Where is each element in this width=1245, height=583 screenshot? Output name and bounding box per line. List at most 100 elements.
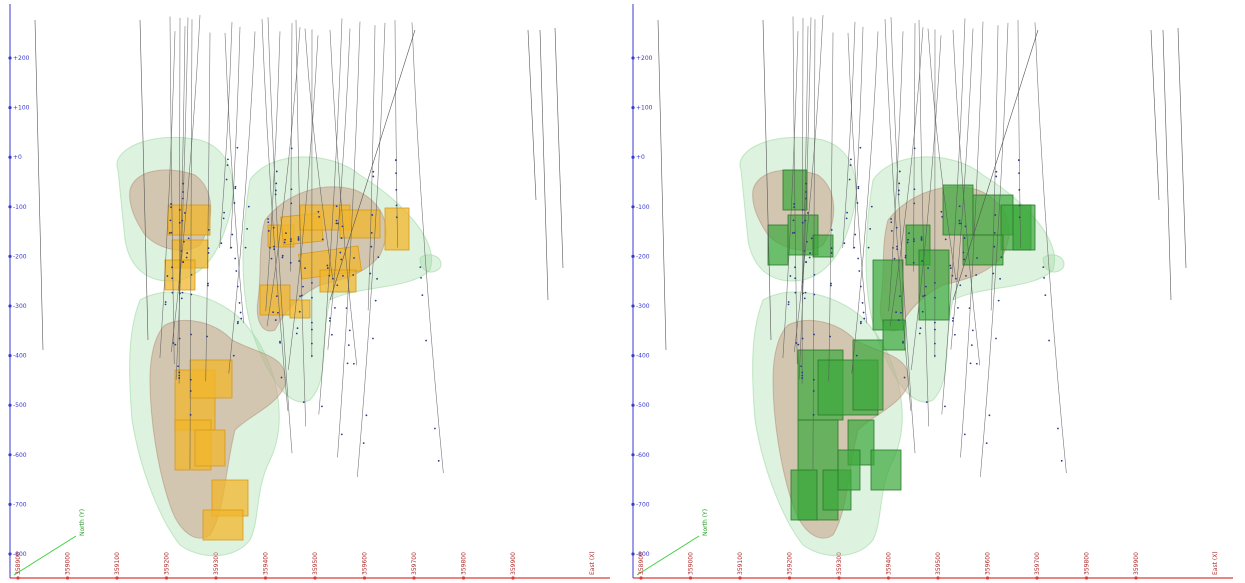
assay-point — [280, 376, 283, 379]
assay-point — [830, 282, 832, 285]
z-tick-mark — [8, 254, 12, 258]
assay-point — [290, 202, 293, 205]
assay-point — [362, 442, 365, 445]
x-tick-label: 359100 — [114, 552, 121, 575]
assay-point — [846, 211, 849, 214]
assay-point — [275, 170, 278, 173]
assay-point — [812, 413, 815, 416]
assay-point — [858, 270, 861, 272]
assay-point — [186, 252, 189, 254]
x-tick-label: 358900 — [15, 552, 22, 575]
assay-point — [934, 282, 936, 284]
assay-point — [1057, 427, 1059, 430]
z-tick-label: -200 — [636, 253, 650, 260]
x-tick-mark — [936, 576, 940, 580]
assay-point — [830, 252, 833, 254]
assay-point — [372, 337, 374, 340]
assay-point — [377, 256, 380, 259]
drill-trace — [318, 18, 343, 415]
assay-point — [395, 204, 398, 207]
assay-point — [801, 221, 804, 224]
assay-point — [281, 256, 284, 259]
drill-trace — [539, 29, 549, 301]
z-tick-label: -500 — [636, 402, 650, 409]
assay-point — [810, 237, 813, 240]
assay-point — [994, 214, 997, 216]
assay-point — [232, 354, 235, 357]
assay-point — [225, 178, 228, 181]
assay-point — [353, 257, 355, 259]
x-tick-label: 358900 — [638, 552, 645, 575]
drill-trace — [950, 28, 974, 350]
assay-point — [800, 365, 802, 368]
drill-trace — [179, 26, 186, 296]
assay-point — [795, 342, 798, 344]
assay-point — [437, 459, 440, 462]
assay-point — [896, 245, 898, 248]
assay-point — [971, 329, 974, 332]
assay-point — [976, 257, 978, 259]
z-tick-label: -100 — [13, 204, 27, 211]
drill-trace — [657, 19, 667, 351]
resource-block — [852, 339, 884, 411]
assay-point — [1060, 459, 1063, 462]
assay-point — [270, 257, 273, 260]
assay-point — [830, 247, 833, 250]
assay-point — [341, 225, 344, 228]
view-panel-right[interactable]: +200 +100 +0 -100 -200 -300 -400 -500 -600 -700 -8… — [623, 0, 1245, 583]
assay-point — [275, 295, 278, 298]
z-tick-mark — [631, 155, 635, 159]
assay-point — [425, 339, 427, 342]
viewport-3d[interactable]: +200 +100 +0 -100 -200 -300 -400 -500 -600 -700 -8… — [0, 0, 622, 583]
drill-trace — [918, 19, 930, 427]
assay-point — [178, 337, 181, 340]
assay-point — [849, 158, 852, 161]
assay-point — [190, 333, 192, 336]
drill-trace — [1150, 29, 1160, 201]
drill-trace — [801, 17, 804, 384]
assay-point — [793, 231, 796, 234]
drill-trace — [295, 19, 307, 427]
assay-point — [174, 343, 177, 346]
assay-point — [187, 237, 190, 240]
assay-point — [238, 302, 241, 304]
drill-trace — [229, 26, 241, 249]
z-tick-label: -200 — [13, 253, 27, 260]
z-tick-mark — [8, 304, 12, 308]
assay-point — [1044, 294, 1047, 297]
assay-point — [1042, 266, 1045, 269]
assay-point — [395, 172, 397, 175]
viewport-3d[interactable]: +200 +100 +0 -100 -200 -300 -400 -500 -600 -700 -8… — [623, 0, 1245, 583]
assay-point — [806, 212, 809, 214]
assay-point — [336, 284, 339, 287]
assay-point — [927, 267, 929, 269]
assay-point — [813, 273, 816, 276]
resource-block — [942, 184, 974, 236]
drill-trace — [261, 19, 289, 411]
drill-trace — [847, 32, 867, 324]
assay-point — [913, 202, 916, 205]
drill-trace — [927, 28, 957, 280]
resource-block — [870, 449, 902, 491]
assay-point — [857, 257, 860, 260]
assay-point — [178, 371, 181, 374]
assay-point — [181, 291, 184, 294]
view-panel-left[interactable]: +200 +100 +0 -100 -200 -300 -400 -500 -600 -700 -8… — [0, 0, 622, 583]
x-tick-label: 359900 — [1133, 552, 1140, 575]
drill-trace — [224, 32, 244, 324]
assay-point — [348, 329, 351, 332]
assay-point — [234, 187, 237, 190]
assay-point — [304, 267, 306, 269]
z-tick-label: +100 — [636, 105, 653, 112]
z-tick-label: +0 — [13, 154, 22, 161]
assay-point — [944, 238, 947, 241]
assay-point — [326, 264, 329, 267]
z-tick-label: +200 — [13, 55, 30, 62]
x-tick-mark — [65, 576, 70, 580]
assay-point — [310, 328, 313, 331]
x-tick-label: 359200 — [164, 552, 171, 575]
assay-point — [289, 261, 292, 264]
assay-point — [330, 333, 333, 336]
assay-point — [970, 344, 973, 347]
assay-point — [995, 337, 997, 340]
